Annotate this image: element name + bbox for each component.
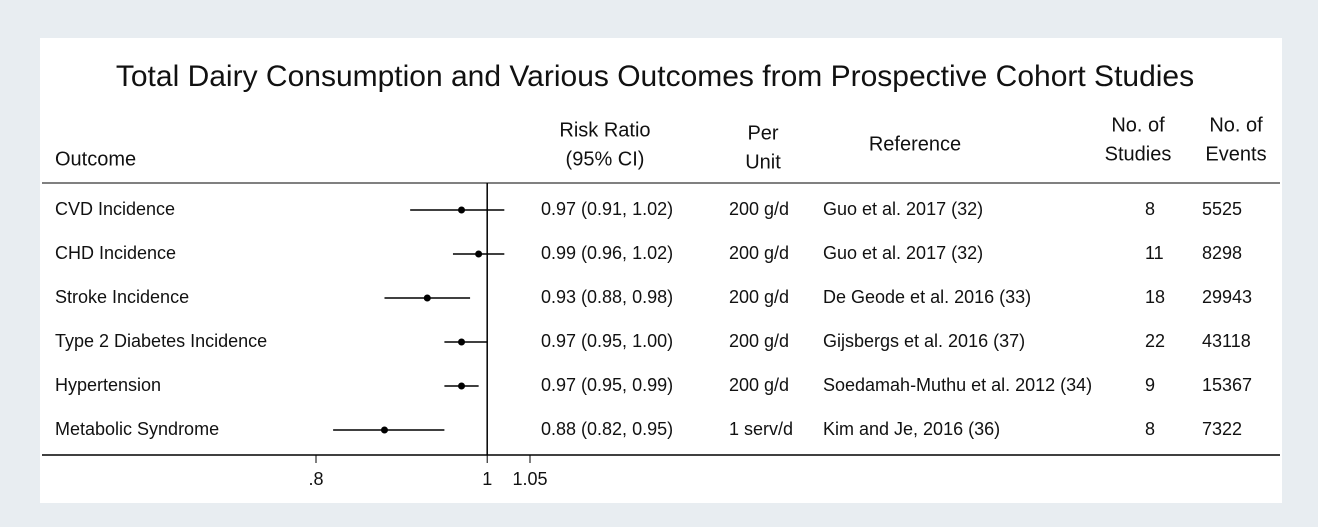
outcome-label: Stroke Incidence xyxy=(55,287,189,307)
per-unit: 1 serv/d xyxy=(729,419,793,439)
reference: Guo et al. 2017 (32) xyxy=(823,243,983,263)
value-label: 0.97 (0.95, 1.00) xyxy=(541,331,673,351)
value-label: 0.97 (0.95, 0.99) xyxy=(541,375,673,395)
outcome-label: CHD Incidence xyxy=(55,243,176,263)
reference: Soedamah-Muthu et al. 2012 (34) xyxy=(823,375,1092,395)
events: 29943 xyxy=(1202,287,1252,307)
value-label: 0.88 (0.82, 0.95) xyxy=(541,419,673,439)
header: No. of xyxy=(1111,114,1165,136)
events: 5525 xyxy=(1202,199,1242,219)
estimate-point xyxy=(380,426,388,434)
outcome-label: Metabolic Syndrome xyxy=(55,419,219,439)
estimate-point xyxy=(458,382,466,390)
x-tick-label: 1 xyxy=(482,469,492,489)
value-label: 0.97 (0.91, 1.02) xyxy=(541,199,673,219)
header: Outcome xyxy=(55,148,136,170)
reference: De Geode et al. 2016 (33) xyxy=(823,287,1031,307)
studies: 8 xyxy=(1145,419,1155,439)
x-tick-label: .8 xyxy=(308,469,323,489)
x-tick-label: 1.05 xyxy=(512,469,547,489)
chart-title: Total Dairy Consumption and Various Outc… xyxy=(116,60,1194,93)
estimate-point xyxy=(423,294,431,302)
header: Risk Ratio xyxy=(559,119,650,141)
value-label: 0.93 (0.88, 0.98) xyxy=(541,287,673,307)
outcome-label: CVD Incidence xyxy=(55,199,175,219)
events: 15367 xyxy=(1202,375,1252,395)
per-unit: 200 g/d xyxy=(729,243,789,263)
reference: Guo et al. 2017 (32) xyxy=(823,199,983,219)
events: 8298 xyxy=(1202,243,1242,263)
per-unit: 200 g/d xyxy=(729,331,789,351)
header: Unit xyxy=(745,151,781,173)
studies: 9 xyxy=(1145,375,1155,395)
outcome-label: Type 2 Diabetes Incidence xyxy=(55,331,267,351)
reference: Gijsbergs et al. 2016 (37) xyxy=(823,331,1025,351)
estimate-point xyxy=(458,206,466,214)
header: (95% CI) xyxy=(566,148,645,170)
studies: 8 xyxy=(1145,199,1155,219)
value-label: 0.99 (0.96, 1.02) xyxy=(541,243,673,263)
header: Studies xyxy=(1105,143,1172,165)
outcome-label: Hypertension xyxy=(55,375,161,395)
panel xyxy=(40,38,1282,503)
header: Events xyxy=(1205,143,1266,165)
studies: 11 xyxy=(1145,243,1164,263)
per-unit: 200 g/d xyxy=(729,375,789,395)
per-unit: 200 g/d xyxy=(729,287,789,307)
header: Reference xyxy=(869,133,961,155)
per-unit: 200 g/d xyxy=(729,199,789,219)
estimate-point xyxy=(475,250,483,258)
estimate-point xyxy=(458,338,466,346)
events: 43118 xyxy=(1202,331,1251,351)
studies: 22 xyxy=(1145,331,1165,351)
header: Per xyxy=(747,122,778,144)
header: No. of xyxy=(1209,114,1263,136)
studies: 18 xyxy=(1145,287,1165,307)
events: 7322 xyxy=(1202,419,1242,439)
reference: Kim and Je, 2016 (36) xyxy=(823,419,1000,439)
